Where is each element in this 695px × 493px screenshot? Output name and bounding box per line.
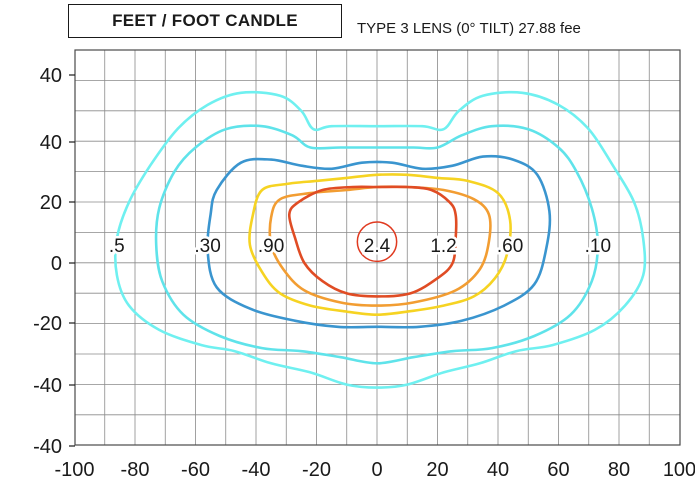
x-tick-label: 0: [371, 459, 382, 481]
contour-labels: .10 .5 .30 .90 .60 1.2 2.4: [106, 233, 613, 259]
y-tick-label: 40: [40, 65, 62, 87]
chart-title: FEET / FOOT CANDLE: [68, 4, 342, 38]
contour-label: .60: [497, 236, 523, 257]
x-tick-label: 100: [663, 459, 695, 481]
tick-labels: -100 -80 -60 -40 -20 0 20 40 60 80 100 40 40 20 0 -20 -4…: [33, 65, 695, 481]
x-tick-label: -60: [181, 459, 210, 481]
x-tick-label: 20: [426, 459, 448, 481]
plot-frame: [74, 49, 681, 446]
contour-p30: [206, 154, 552, 329]
contour-p90: [248, 173, 512, 316]
chart-axes: [69, 49, 681, 447]
x-tick-label: -80: [121, 459, 150, 481]
contour-label: 1.2: [430, 236, 456, 257]
chart-grid: [75, 50, 680, 445]
contour-p10: [114, 90, 647, 389]
x-tick-label: -100: [54, 459, 94, 481]
contour-lines: [114, 90, 647, 389]
y-tick-label: 0: [51, 253, 62, 275]
y-tick-label: 20: [40, 192, 62, 214]
contour-2p4: [356, 221, 398, 263]
y-tick-label: -40: [33, 375, 62, 397]
x-tick-label: 40: [487, 459, 509, 481]
contour-label: 2.4: [364, 236, 391, 257]
x-tick-label: 80: [608, 459, 630, 481]
chart-subtitle: TYPE 3 LENS (0° TILT) 27.88 fee: [357, 20, 581, 37]
y-tick-label: 40: [40, 132, 62, 154]
contour-p5: [154, 124, 600, 365]
contour-label: .90: [258, 236, 284, 257]
x-tick-label: -20: [302, 459, 331, 481]
y-tick-label: -20: [33, 313, 62, 335]
x-tick-label: 60: [547, 459, 569, 481]
contour-label: .5: [109, 236, 125, 257]
contour-label: .30: [194, 236, 220, 257]
contour-1p2: [287, 185, 458, 298]
x-tick-label: -40: [242, 459, 271, 481]
y-tick-label: -40: [33, 436, 62, 458]
contour-label: .10: [585, 236, 611, 257]
